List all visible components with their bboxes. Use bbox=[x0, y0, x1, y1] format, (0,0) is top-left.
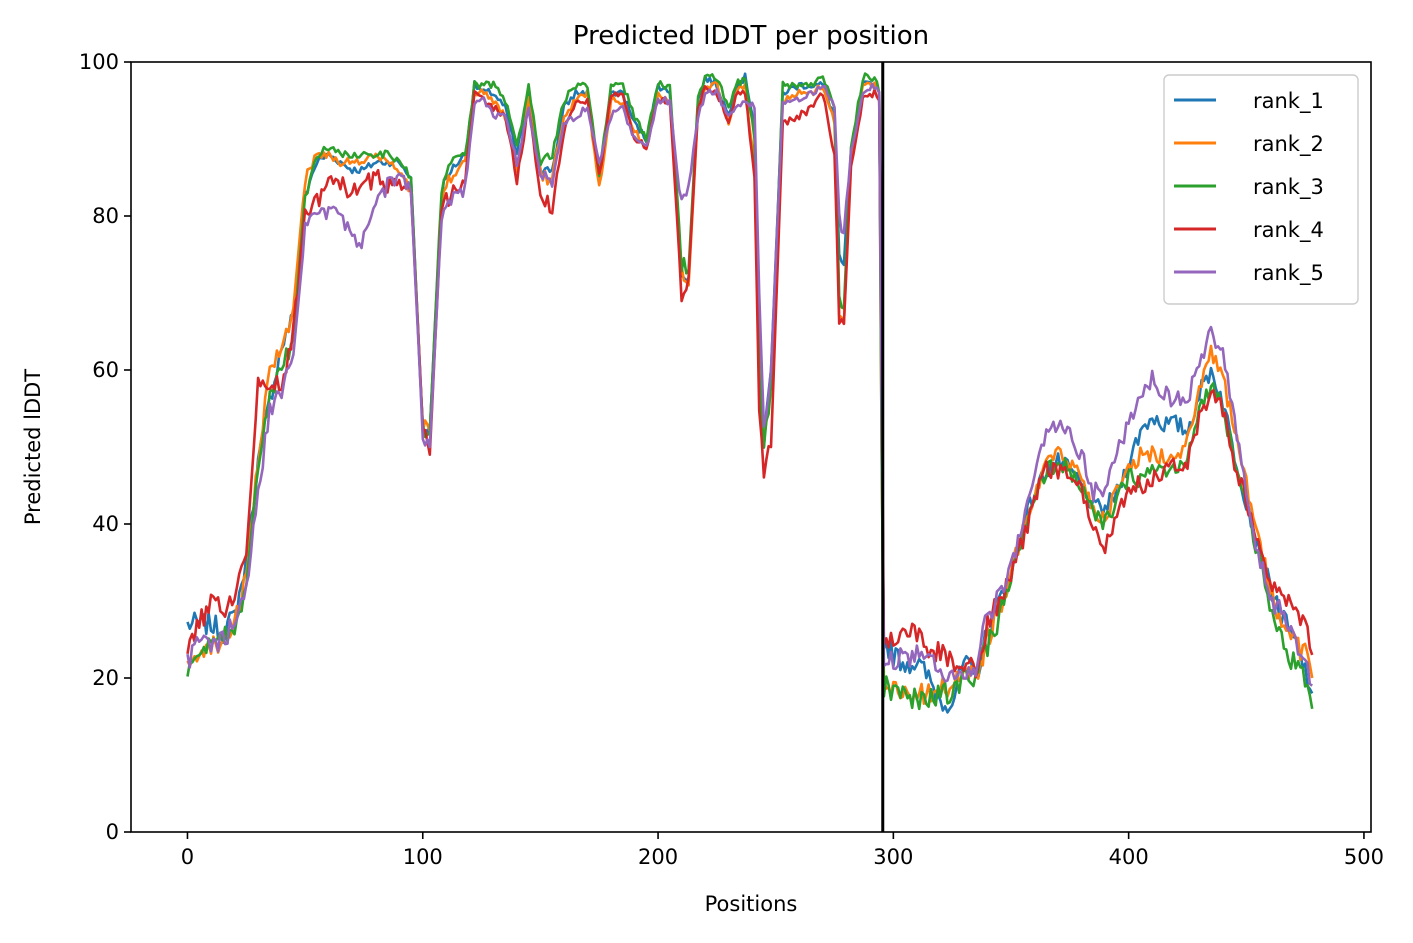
x-tick-label: 100 bbox=[403, 845, 443, 869]
legend-box bbox=[1163, 74, 1359, 305]
y-tick-label: 60 bbox=[92, 358, 119, 382]
y-tick-label: 40 bbox=[92, 512, 119, 536]
plot-frame bbox=[130, 61, 1372, 833]
y-tick-label: 80 bbox=[92, 204, 119, 228]
x-tick-label: 200 bbox=[638, 845, 678, 869]
legend-label: rank_3 bbox=[1253, 175, 1324, 200]
legend-label: rank_5 bbox=[1253, 261, 1324, 286]
x-tick-label: 0 bbox=[181, 845, 194, 869]
y-axis-label: Predicted lDDT bbox=[21, 369, 45, 525]
legend: rank_1 rank_2 rank_3 rank_4 rank_5 bbox=[1163, 74, 1359, 305]
legend-label: rank_4 bbox=[1253, 218, 1324, 243]
series-line-rank_5 bbox=[186, 82, 1313, 687]
x-tick-label: 400 bbox=[1109, 845, 1149, 869]
y-tick-label: 20 bbox=[92, 666, 119, 690]
x-tick-label: 300 bbox=[873, 845, 913, 869]
y-tick-label: 0 bbox=[106, 820, 119, 844]
plot-lines bbox=[186, 72, 1314, 714]
chart-title: Predicted lDDT per position bbox=[573, 21, 929, 51]
legend-label: rank_2 bbox=[1253, 132, 1324, 157]
x-tick-label: 500 bbox=[1344, 845, 1384, 869]
y-tick-label: 100 bbox=[79, 50, 119, 74]
x-axis-label: Positions bbox=[705, 892, 798, 916]
x-axis: 0 100 200 300 400 500 bbox=[181, 832, 1384, 869]
legend-label: rank_1 bbox=[1253, 89, 1324, 114]
series-line-rank_4 bbox=[186, 85, 1314, 679]
y-axis: 0 20 40 60 80 100 bbox=[79, 50, 131, 844]
